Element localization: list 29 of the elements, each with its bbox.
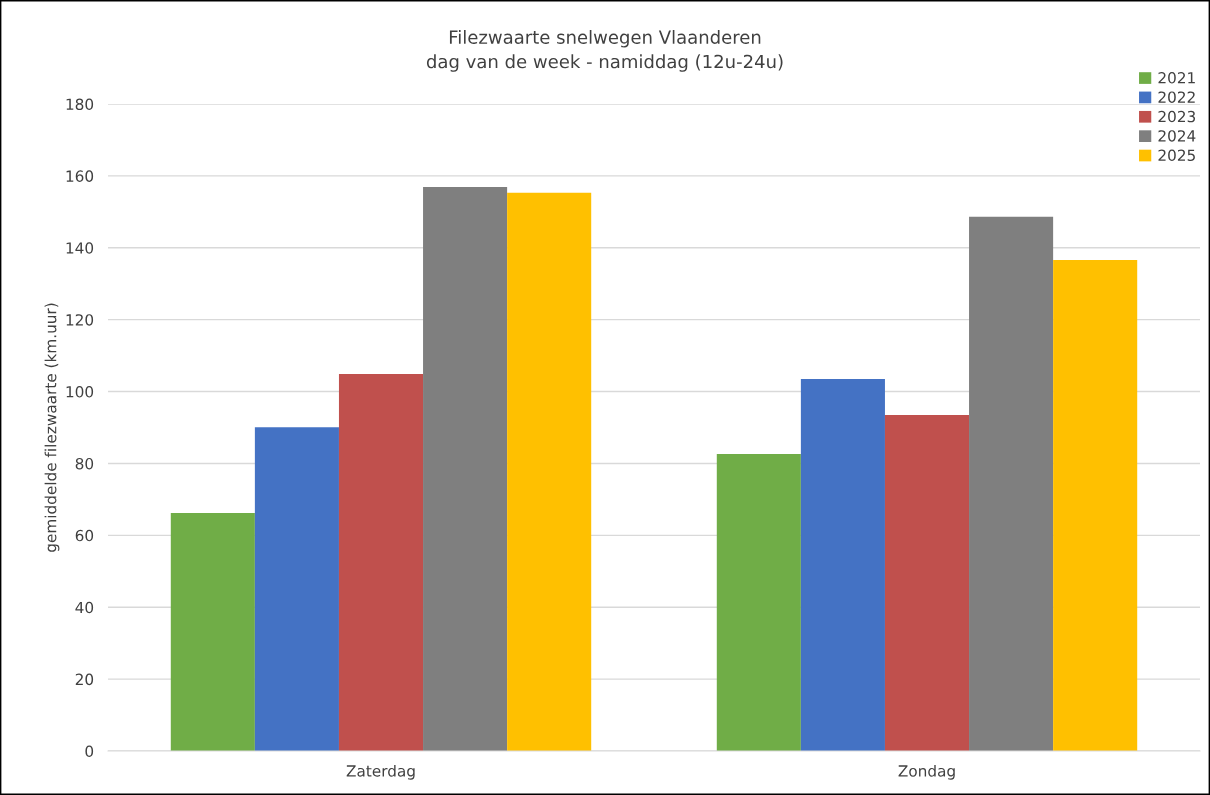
bar [423,187,508,751]
y-tick-label: 180 [66,98,94,111]
y-tick-label: 100 [66,386,94,398]
bar [338,373,424,751]
bar [507,192,592,751]
bar [170,513,255,751]
x-tick-label: Zaterdag [346,764,415,780]
y-tick-label: 140 [66,242,94,254]
legend-label: 2023 [1158,110,1196,123]
bar [884,414,970,751]
legend-label: 2021 [1158,72,1195,84]
y-axis-title: gemiddelde filezwaarte (km.uur) [44,303,60,552]
y-tick-label: 60 [75,529,94,542]
y-tick-label: 80 [75,457,94,470]
bar [254,427,339,751]
y-tick-label: 0 [85,745,94,758]
x-tick-label: Zondag [898,764,955,780]
y-tick-label: 120 [66,314,94,326]
bar [800,378,885,751]
legend-label: 2022 [1158,91,1195,103]
y-tick-label: 20 [75,673,94,686]
legend-label: 2024 [1158,130,1196,142]
y-tick-label: 40 [75,601,94,614]
bar [716,454,801,751]
bar [1053,260,1138,751]
y-tick-label: 160 [66,170,94,182]
bar [969,216,1054,751]
legend-label: 2025 [1158,149,1195,162]
chart-title: Filezwaarte snelwegen Vlaanderen dag van de week - namiddag (12u-24u) [426,30,783,72]
